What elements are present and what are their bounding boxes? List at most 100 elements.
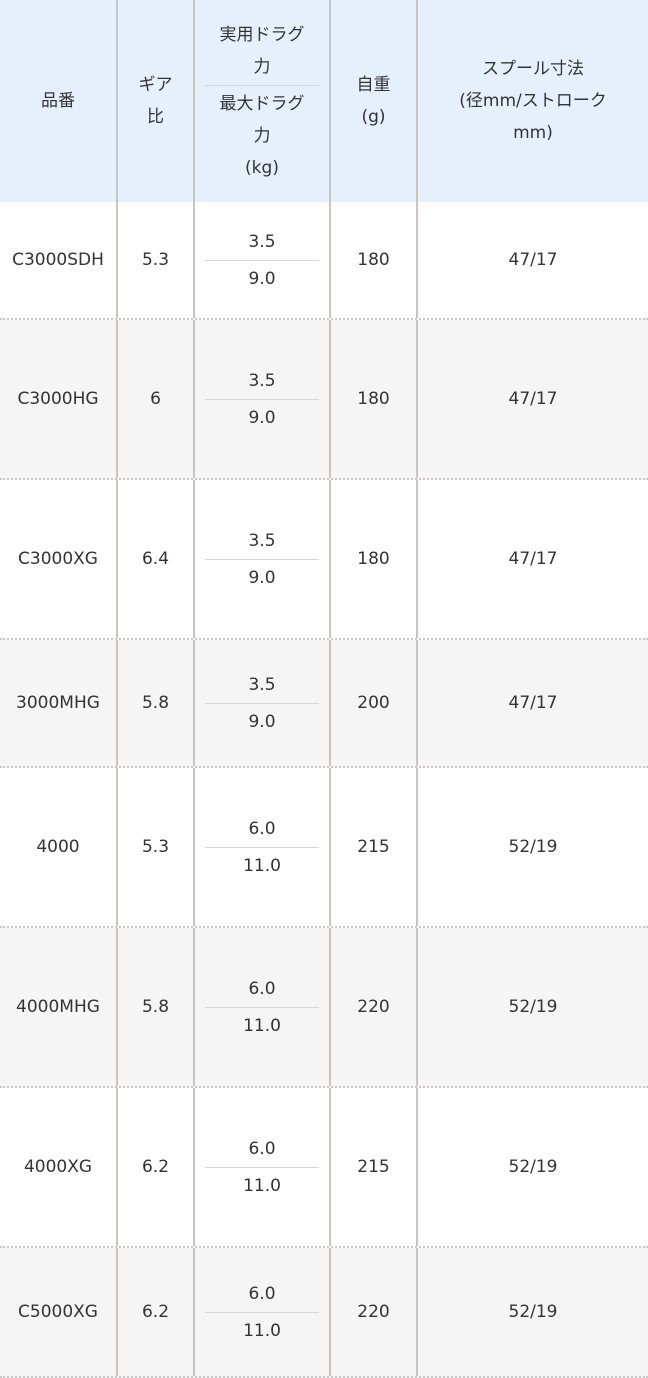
cell-gear: 5.8 <box>118 928 195 1086</box>
gear-value: 6.4 <box>141 549 170 569</box>
drag-practical-value: 3.5 <box>248 231 276 252</box>
table-header: 品番 ギア 比 実用ドラグ 力 最大ドラグ 力 (kg) 自重 (g) スプール… <box>0 0 648 202</box>
drag-practical-value: 6.0 <box>248 818 276 839</box>
divider <box>205 846 319 848</box>
cell-drag: 3.5 9.0 <box>195 640 331 766</box>
cell-drag: 6.0 11.0 <box>195 928 331 1086</box>
cell-gear: 6.2 <box>118 1248 195 1376</box>
gear-value: 6.2 <box>141 1157 170 1177</box>
cell-spool: 52/19 <box>418 928 648 1086</box>
cell-weight: 220 <box>331 928 418 1086</box>
gear-value: 6.2 <box>141 1302 170 1322</box>
table-row: C5000XG 6.2 6.0 11.0 220 52/19 <box>0 1248 648 1378</box>
drag-max-value: 11.0 <box>243 1015 281 1036</box>
model-value: 4000 <box>36 837 80 857</box>
gear-value: 5.3 <box>141 837 170 857</box>
cell-model: C5000XG <box>0 1248 118 1376</box>
drag-practical-value: 6.0 <box>248 1138 276 1159</box>
spool-value: 52/19 <box>508 1157 558 1177</box>
model-value: C3000SDH <box>12 250 104 270</box>
cell-weight: 215 <box>331 1088 418 1246</box>
weight-value: 180 <box>357 389 390 409</box>
cell-model: C3000SDH <box>0 202 118 318</box>
cell-weight: 180 <box>331 320 418 478</box>
table-row: 4000MHG 5.8 6.0 11.0 220 52/19 <box>0 928 648 1088</box>
drag-practical-value: 3.5 <box>248 530 276 551</box>
drag-max-value: 9.0 <box>248 268 276 289</box>
cell-gear: 6 <box>118 320 195 478</box>
cell-model: 4000 <box>0 768 118 926</box>
weight-value: 215 <box>357 1157 390 1177</box>
cell-model: 4000XG <box>0 1088 118 1246</box>
gear-value: 6 <box>150 389 161 409</box>
cell-gear: 5.3 <box>118 768 195 926</box>
spool-value: 52/19 <box>508 1302 558 1322</box>
header-weight: 自重 (g) <box>331 0 418 202</box>
cell-weight: 200 <box>331 640 418 766</box>
table-row: C3000SDH 5.3 3.5 9.0 180 47/17 <box>0 202 648 320</box>
cell-model: C3000XG <box>0 480 118 638</box>
cell-gear: 6.2 <box>118 1088 195 1246</box>
cell-spool: 52/19 <box>418 1088 648 1246</box>
model-value: C5000XG <box>18 1302 98 1322</box>
cell-gear: 5.8 <box>118 640 195 766</box>
header-drag-max-line: 最大ドラグ <box>219 93 305 114</box>
cell-weight: 215 <box>331 768 418 926</box>
divider <box>205 259 319 261</box>
cell-gear: 5.3 <box>118 202 195 318</box>
cell-weight: 180 <box>331 480 418 638</box>
model-value: C3000XG <box>18 549 98 569</box>
cell-spool: 47/17 <box>418 320 648 478</box>
weight-value: 215 <box>357 837 390 857</box>
model-value: 4000MHG <box>16 997 100 1017</box>
spool-value: 52/19 <box>508 837 558 857</box>
drag-max-value: 11.0 <box>243 1320 281 1341</box>
drag-max-value: 11.0 <box>243 855 281 876</box>
cell-drag: 3.5 9.0 <box>195 320 331 478</box>
cell-spool: 47/17 <box>418 202 648 318</box>
drag-practical-value: 3.5 <box>248 370 276 391</box>
header-drag: 実用ドラグ 力 最大ドラグ 力 (kg) <box>195 0 331 202</box>
cell-weight: 220 <box>331 1248 418 1376</box>
weight-value: 180 <box>357 250 390 270</box>
header-weight-line: 自重 <box>356 75 391 95</box>
divider <box>205 1311 319 1313</box>
spool-value: 52/19 <box>508 997 558 1017</box>
cell-spool: 52/19 <box>418 1248 648 1376</box>
header-spool: スプール寸法 (径mm/ストローク mm) <box>418 0 648 202</box>
weight-value: 220 <box>357 1302 390 1322</box>
drag-practical-value: 6.0 <box>248 978 276 999</box>
spool-value: 47/17 <box>508 549 558 569</box>
table-row: C3000HG 6 3.5 9.0 180 47/17 <box>0 320 648 480</box>
weight-value: 220 <box>357 997 390 1017</box>
header-weight-unit: (g) <box>361 107 386 127</box>
drag-practical-value: 6.0 <box>248 1283 276 1304</box>
header-drag-unit: (kg) <box>245 157 279 178</box>
cell-model: 4000MHG <box>0 928 118 1086</box>
header-gear-line: 比 <box>147 107 164 127</box>
header-spool-line: mm) <box>513 123 553 143</box>
cell-drag: 3.5 9.0 <box>195 202 331 318</box>
cell-gear: 6.4 <box>118 480 195 638</box>
header-drag-practical-line: 実用ドラグ <box>219 24 305 45</box>
cell-model: 3000MHG <box>0 640 118 766</box>
header-spool-line: (径mm/ストローク <box>459 91 607 111</box>
cell-drag: 3.5 9.0 <box>195 480 331 638</box>
divider <box>205 1006 319 1008</box>
cell-drag: 6.0 11.0 <box>195 768 331 926</box>
spool-value: 47/17 <box>508 693 558 713</box>
drag-max-value: 9.0 <box>248 407 276 428</box>
divider <box>205 1166 319 1168</box>
gear-value: 5.8 <box>141 997 170 1017</box>
spool-value: 47/17 <box>508 389 558 409</box>
cell-model: C3000HG <box>0 320 118 478</box>
spool-value: 47/17 <box>508 250 558 270</box>
cell-spool: 47/17 <box>418 640 648 766</box>
divider <box>205 558 319 560</box>
table-row: 4000 5.3 6.0 11.0 215 52/19 <box>0 768 648 928</box>
header-model: 品番 <box>0 0 118 202</box>
header-model-label: 品番 <box>41 91 75 111</box>
weight-value: 200 <box>357 693 390 713</box>
drag-max-value: 9.0 <box>248 567 276 588</box>
